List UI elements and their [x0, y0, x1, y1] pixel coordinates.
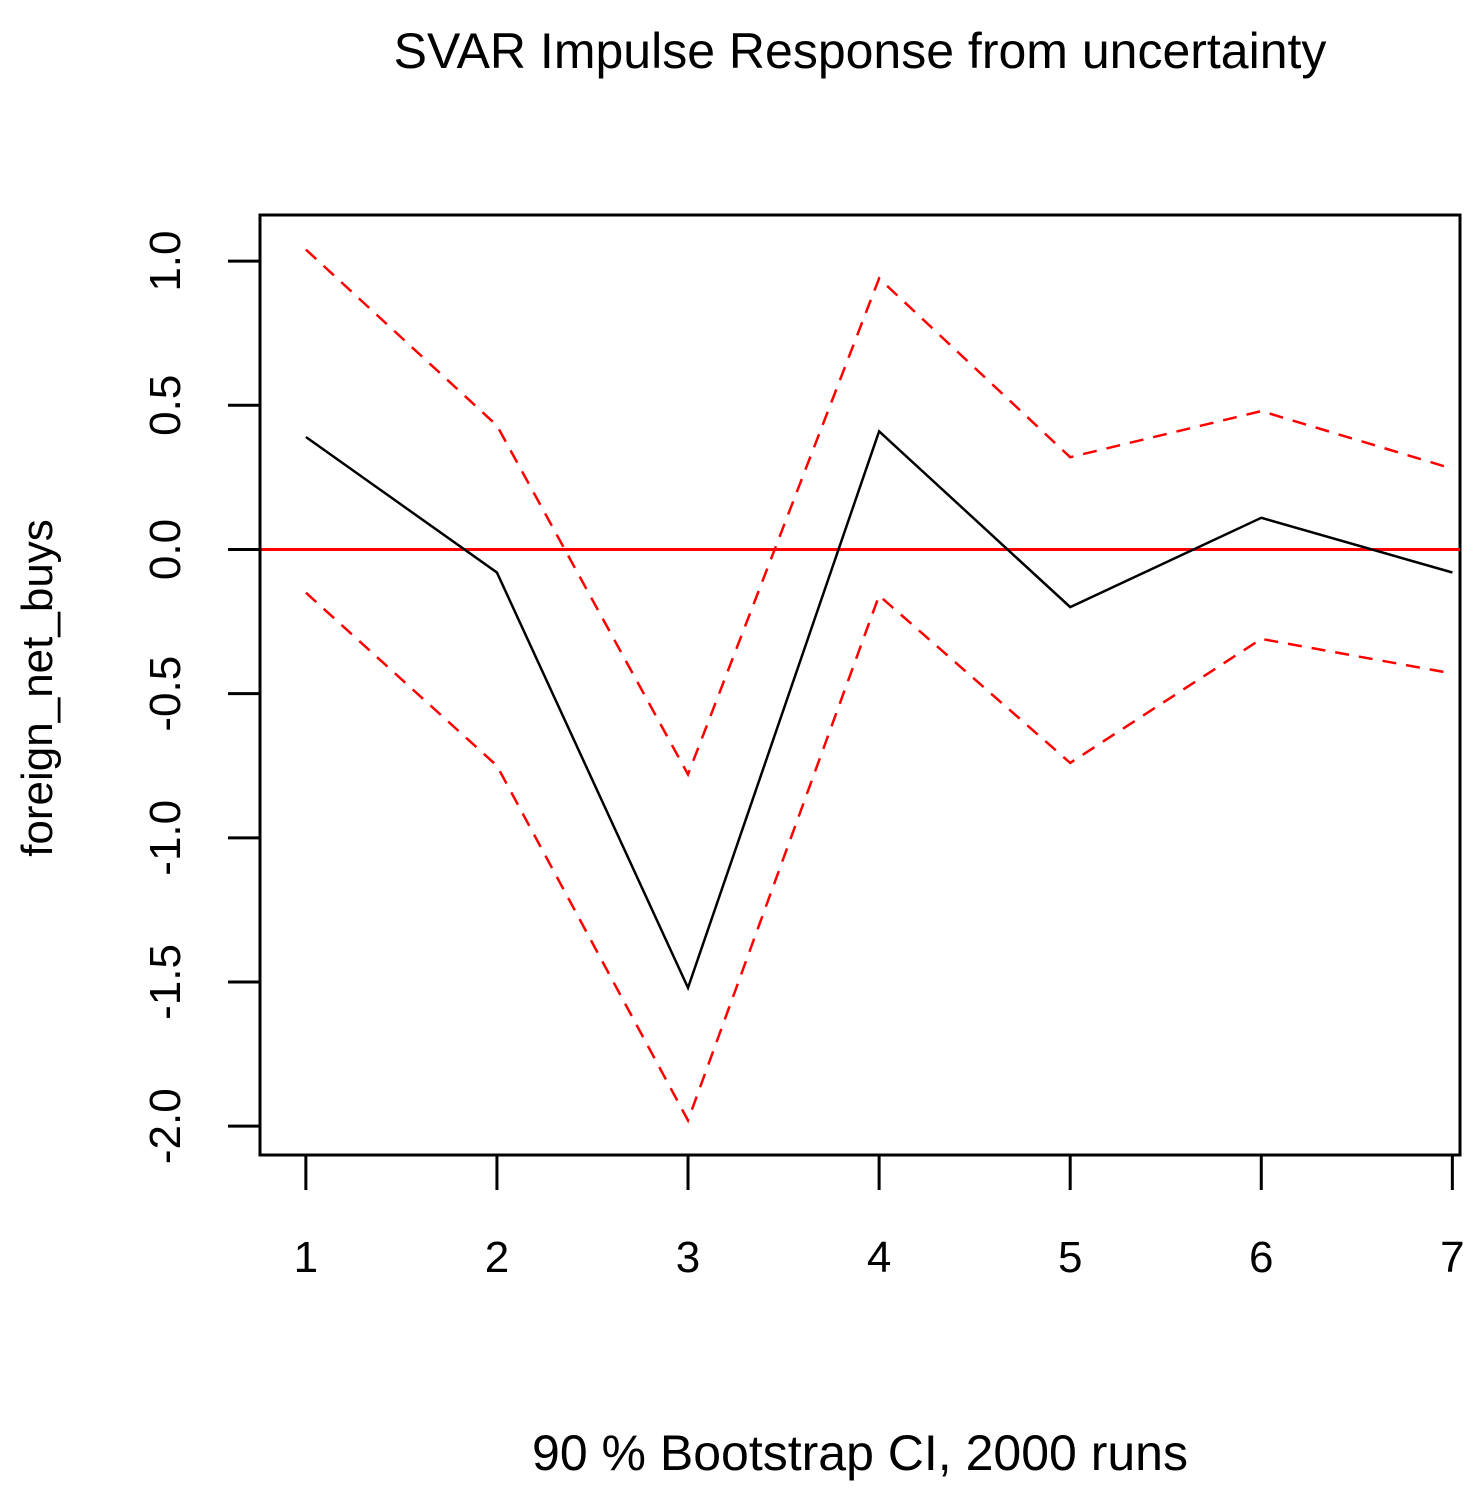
x-tick-label: 4 — [867, 1233, 891, 1282]
series-line-upper — [305, 248, 1453, 778]
chart-title: SVAR Impulse Response from uncertainty — [394, 23, 1327, 79]
y-axis: -2.0 -1.5 -1.0 -0.5 0.0 0.5 1.0 — [141, 231, 262, 1164]
series-layer — [305, 248, 1453, 1124]
plot-frame — [258, 213, 1462, 1157]
x-tick-label: 3 — [676, 1233, 700, 1282]
x-tick-label: 5 — [1058, 1233, 1082, 1282]
y-tick-label: 0.0 — [141, 519, 190, 580]
y-tick-label: -0.5 — [141, 656, 190, 732]
y-tick-label: -1.0 — [141, 800, 190, 876]
x-axis-label: 90 % Bootstrap CI, 2000 runs — [532, 1425, 1188, 1481]
series-line-response — [305, 429, 1453, 992]
x-tick-label: 7 — [1440, 1233, 1464, 1282]
y-tick-label: -2.0 — [141, 1088, 190, 1164]
y-tick-label: 1.0 — [141, 231, 190, 292]
y-tick-label: 0.5 — [141, 375, 190, 436]
y-axis-label: foreign_net_buys — [13, 519, 62, 857]
x-tick-label: 6 — [1249, 1233, 1273, 1282]
x-axis: 1 2 3 4 5 6 7 — [294, 1153, 1465, 1282]
y-tick-label: -1.5 — [141, 944, 190, 1020]
series-line-lower — [305, 591, 1453, 1124]
x-tick-label: 2 — [485, 1233, 509, 1282]
x-tick-label: 1 — [294, 1233, 318, 1282]
